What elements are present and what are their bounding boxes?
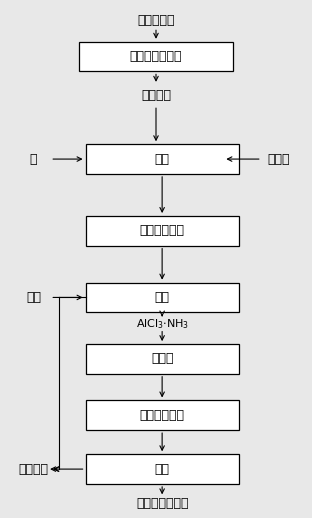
Text: 冷却: 冷却 bbox=[155, 463, 170, 476]
Bar bbox=[85, 144, 239, 174]
Bar bbox=[79, 42, 233, 71]
Bar bbox=[85, 400, 239, 430]
Text: 混合: 混合 bbox=[155, 153, 170, 166]
Text: 回收氨气: 回收氨气 bbox=[18, 463, 48, 476]
Text: 热分解: 热分解 bbox=[151, 352, 173, 365]
Text: 真空蒸馏脱水: 真空蒸馏脱水 bbox=[140, 224, 185, 237]
Text: 六水氯化铝: 六水氯化铝 bbox=[137, 14, 175, 27]
Text: AlCl$_3$$\cdot$NH$_3$: AlCl$_3$$\cdot$NH$_3$ bbox=[136, 317, 189, 331]
Bar bbox=[85, 216, 239, 246]
Bar bbox=[85, 344, 239, 374]
Text: 捕集混合气体: 捕集混合气体 bbox=[140, 409, 185, 422]
Bar bbox=[85, 283, 239, 312]
Text: 氨气: 氨气 bbox=[26, 291, 41, 304]
Text: 固体无水氯化铝: 固体无水氯化铝 bbox=[136, 497, 188, 510]
Text: 流态化干燥脱水: 流态化干燥脱水 bbox=[130, 50, 182, 63]
Text: 醇: 醇 bbox=[30, 153, 37, 166]
Text: 脱水产物: 脱水产物 bbox=[141, 89, 171, 102]
Text: 氯化铵: 氯化铵 bbox=[267, 153, 290, 166]
Text: 结晶: 结晶 bbox=[155, 291, 170, 304]
Bar bbox=[85, 454, 239, 484]
